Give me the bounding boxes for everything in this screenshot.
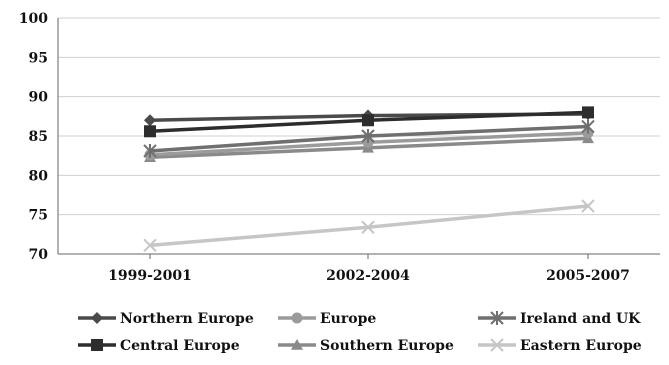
series-ireland-and-uk [143,119,595,158]
legend-marker [490,338,504,352]
legend-label: Northern Europe [120,311,254,327]
data-point [581,119,595,134]
x-tick-label: 2005-2007 [546,268,630,284]
legend-marker [291,312,303,324]
y-tick-label: 70 [29,247,49,263]
legend-item-eastern-europe: Eastern Europe [478,338,642,354]
y-tick-label: 90 [29,90,49,106]
legend-marker [91,339,103,351]
data-point [144,125,156,138]
series-eastern-europe [143,199,595,253]
data-point [361,129,375,143]
y-tick-label: 100 [19,11,48,27]
y-tick-label: 85 [29,129,48,145]
series-lines [143,106,595,253]
legend-marker [91,312,103,324]
x-tick-label: 2002-2004 [326,268,410,284]
legend-item-europe: Europe [278,311,376,327]
data-point [361,220,375,234]
legend-item-central-europe: Central Europe [78,338,240,354]
data-point [582,106,594,119]
data-point [581,199,595,213]
legend: Northern Europe Europe Ireland and UK Centr… [78,311,642,354]
legend-label: Eastern Europe [520,338,642,354]
legend-label: Southern Europe [320,338,454,354]
legend-marker [490,311,504,325]
x-tick-label: 1999-2001 [108,268,192,284]
legend-label: Ireland and UK [520,311,641,327]
legend-item-northern-europe: Northern Europe [78,311,254,327]
y-tick-label: 80 [29,168,49,184]
data-point [143,143,157,158]
y-tick-label: 75 [29,208,48,224]
axes [57,18,660,259]
series-central-europe [144,106,594,138]
legend-item-southern-europe: Southern Europe [278,338,454,354]
tick-labels: 70 75 80 85 90 95 100 1999-2001 2002-2004 2005-20… [19,11,630,284]
legend-label: Europe [320,311,376,327]
legend-item-ireland-and-uk: Ireland and UK [478,311,641,327]
y-tick-label: 95 [29,50,48,66]
legend-marker [291,339,303,350]
data-point [144,114,156,127]
legend-label: Central Europe [120,338,240,354]
data-point [362,114,374,127]
gridlines [58,17,660,255]
data-point [143,238,157,253]
